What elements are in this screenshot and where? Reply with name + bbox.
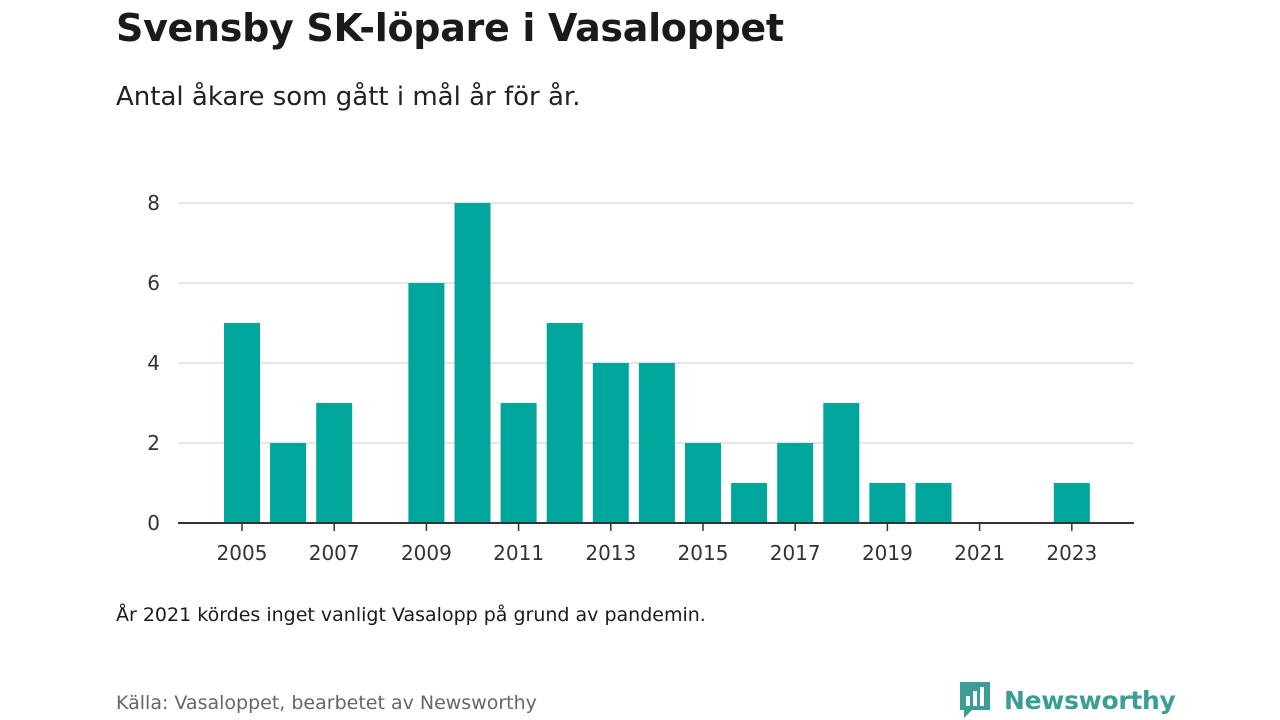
bar-2010 [454,203,491,523]
y-tick-label: 0 [147,511,160,535]
bar-2017 [777,443,814,523]
bar-2023 [1053,483,1090,523]
bar-2013 [592,363,629,523]
y-tick-label: 8 [147,191,160,215]
bar-2009 [408,283,445,523]
bar-2015 [685,443,721,523]
bar-2011 [500,403,537,523]
y-tick-label: 6 [147,271,160,295]
brand-logo[interactable]: Newsworthy [958,680,1176,720]
y-tick-label: 4 [147,351,160,375]
y-tick-label: 2 [147,431,160,455]
x-tick-label: 2021 [954,541,1005,565]
x-tick-label: 2023 [1046,541,1097,565]
x-tick-label: 2017 [770,541,821,565]
bar-2006 [270,443,307,523]
x-tick-label: 2011 [493,541,544,565]
bar-2016 [731,483,768,523]
x-tick-label: 2019 [862,541,913,565]
chart-title: Svensby SK-löpare i Vasaloppet [116,6,784,50]
x-tick-label: 2013 [585,541,636,565]
bar-2014 [638,363,675,523]
source-text: Källa: Vasaloppet, bearbetet av Newswort… [116,692,537,714]
bar-2020 [915,483,952,523]
brand-name: Newsworthy [1004,685,1176,715]
x-tick-label: 2009 [401,541,452,565]
bar-2018 [823,403,860,523]
x-tick-label: 2007 [309,541,360,565]
bars [224,203,1090,523]
bar-2019 [869,483,906,523]
bar-2005 [224,323,260,523]
bar-2007 [316,403,353,523]
footnote: År 2021 kördes inget vanligt Vasalopp på… [116,604,706,626]
x-tick-label: 2015 [678,541,729,565]
x-tick-label: 2005 [217,541,268,565]
axes: 0 2 4 6 8 2005 2007 2009 2011 2013 2015 2017 2019 202… [147,191,1134,565]
newsworthy-logo-icon [960,682,990,718]
chart-subtitle: Antal åkare som gått i mål år för år. [116,82,581,112]
bar-2012 [546,323,583,523]
